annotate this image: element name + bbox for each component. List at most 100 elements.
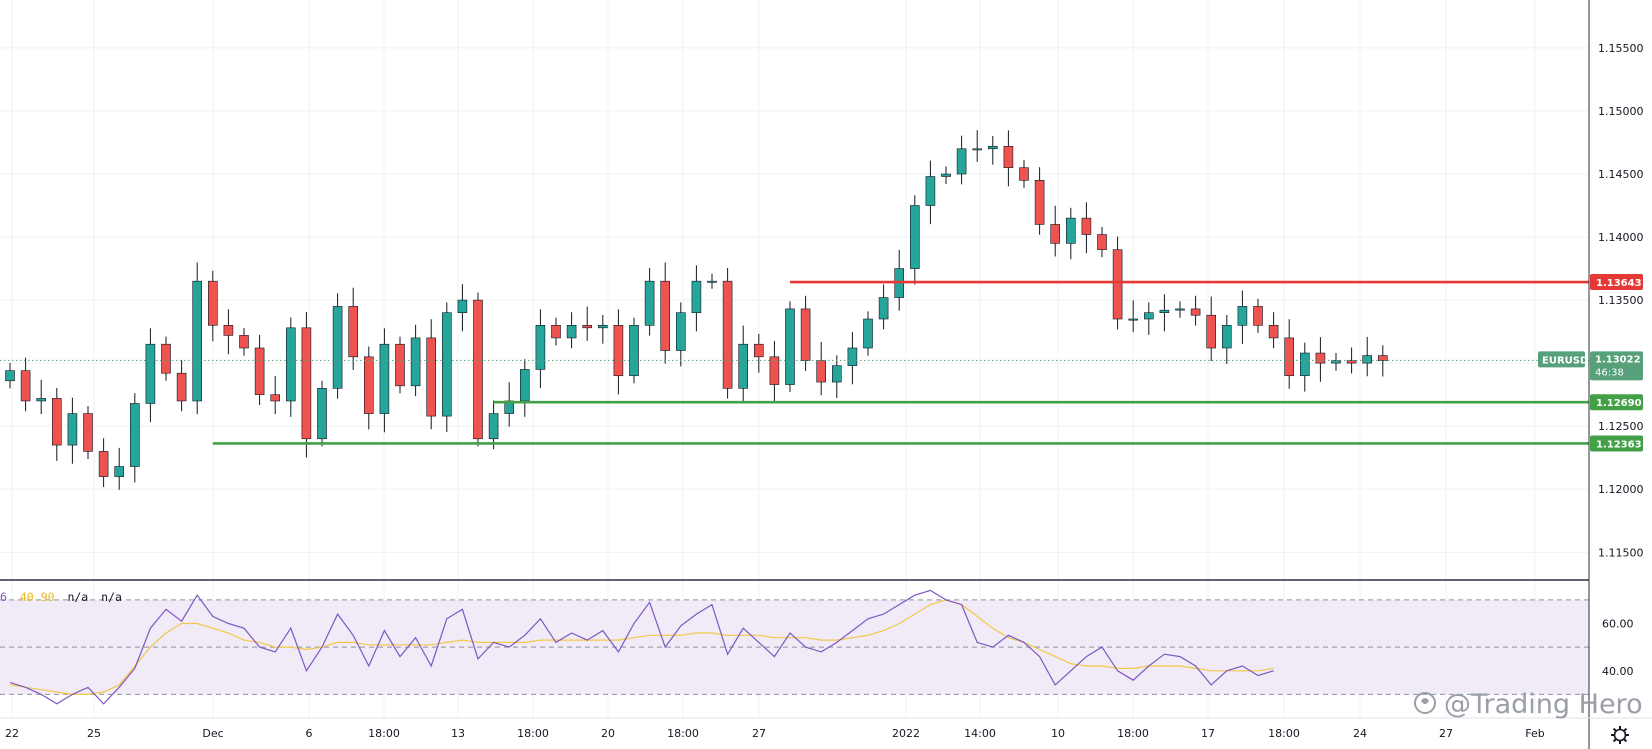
candle <box>51 388 62 461</box>
time-tick-label: 18:00 <box>1268 727 1300 740</box>
rsi-tick-label: 40.00 <box>1602 665 1634 678</box>
candle <box>972 130 983 162</box>
candle <box>67 397 78 464</box>
candle <box>847 332 858 385</box>
candle <box>192 262 202 415</box>
candle <box>145 328 156 423</box>
price-axis[interactable]: 1.11500 1.12000 1.12500 1.13500 1.14000 1.145… <box>1598 42 1644 559</box>
candle <box>301 311 312 458</box>
candle <box>488 400 499 450</box>
level-price-label: 1.12363 <box>1596 439 1642 450</box>
rsi-tick-label: 60.00 <box>1602 618 1634 631</box>
candles <box>5 130 1388 490</box>
candle <box>1346 347 1357 374</box>
candle <box>176 360 187 412</box>
time-tick-label: 18:00 <box>1117 727 1149 740</box>
candle <box>660 262 671 364</box>
candle <box>1019 160 1029 188</box>
candle <box>785 301 795 393</box>
symbol-label: EURUSD <box>1542 355 1588 366</box>
time-tick-label: Feb <box>1525 727 1544 740</box>
candle <box>410 324 421 397</box>
candle <box>1268 312 1279 349</box>
candle <box>909 195 920 285</box>
time-tick-label: 20 <box>601 727 615 740</box>
price-tick-label: 1.14500 <box>1598 168 1644 181</box>
watermark: @Trading Hero <box>1414 689 1643 720</box>
time-tick-label: 6 <box>306 727 313 740</box>
indicator-legend[interactable]: 6 40.90 n/a n/a <box>0 590 122 604</box>
candle <box>348 287 359 370</box>
candle <box>395 336 405 394</box>
candle <box>863 311 873 356</box>
current-price-tag: 1.13022 46:38 <box>1590 351 1643 381</box>
time-tick-label: 27 <box>752 727 766 740</box>
candle <box>270 375 281 415</box>
level-price-label: 1.13643 <box>1596 278 1642 289</box>
time-tick-label: 18:00 <box>368 727 400 740</box>
time-tick-label: 14:00 <box>964 727 996 740</box>
candle <box>1378 345 1388 377</box>
candle <box>114 447 124 490</box>
price-tick-label: 1.12000 <box>1598 483 1644 496</box>
candle <box>1315 337 1326 382</box>
candle <box>519 359 530 417</box>
time-tick-label: 18:00 <box>517 727 549 740</box>
rsi-ma-line <box>9 599 1274 696</box>
candle <box>285 317 296 417</box>
candle <box>941 166 951 185</box>
candle <box>223 309 234 355</box>
horizontal-levels <box>212 280 1589 445</box>
current-price-label: 1.13022 <box>1595 354 1641 365</box>
candle <box>1331 353 1341 371</box>
legend-na-2: n/a <box>101 590 122 604</box>
candle <box>457 284 468 332</box>
price-tick-label: 1.14000 <box>1598 231 1644 244</box>
candle <box>5 363 15 389</box>
time-tick-label: 25 <box>87 727 101 740</box>
support-price-tag: 1.12690 <box>1590 394 1643 411</box>
candle <box>551 317 561 346</box>
candle <box>925 160 936 225</box>
candle <box>1206 296 1216 362</box>
time-tick-label: 24 <box>1353 727 1367 740</box>
candle <box>1097 226 1107 258</box>
candle <box>239 327 249 356</box>
candle <box>613 309 624 395</box>
level-price-label: 1.12690 <box>1596 398 1642 409</box>
candle <box>473 292 483 447</box>
rsi-guide-lines <box>0 599 1589 695</box>
candle <box>1050 205 1060 257</box>
level-price-tags: 1.13643 1.12690 1.12363 <box>1590 274 1643 452</box>
time-tick-label: 13 <box>451 727 465 740</box>
time-tick-label: 10 <box>1051 727 1065 740</box>
candle <box>1237 290 1248 344</box>
candle <box>722 268 733 399</box>
candle <box>1003 130 1014 187</box>
rsi-axis[interactable]: 60.00 40.00 <box>1602 618 1634 678</box>
candle <box>566 312 577 349</box>
candle <box>816 341 827 396</box>
settings-gear-icon[interactable] <box>1611 726 1629 744</box>
resistance-price-tag: 1.13643 <box>1590 274 1643 291</box>
candle <box>675 302 686 367</box>
candle <box>1159 294 1170 332</box>
candle <box>956 135 967 185</box>
candle <box>535 309 546 389</box>
candle <box>800 295 811 371</box>
watermark-logo-icon <box>1414 692 1436 714</box>
price-tick-label: 1.15000 <box>1598 105 1644 118</box>
candle <box>1144 302 1154 335</box>
candle <box>1362 336 1372 377</box>
time-tick-label: 2022 <box>892 727 920 740</box>
candle <box>254 334 265 405</box>
candle <box>20 357 31 412</box>
price-tick-label: 1.12500 <box>1598 420 1644 433</box>
candle <box>1222 314 1232 364</box>
candle <box>597 314 608 344</box>
candle <box>738 325 749 402</box>
time-axis[interactable]: 22 25 Dec 6 18:00 13 18:00 20 18:00 27 2022 14:00 10… <box>5 727 1545 740</box>
symbol-tag: EURUSD <box>1538 351 1588 368</box>
candle <box>332 293 343 399</box>
